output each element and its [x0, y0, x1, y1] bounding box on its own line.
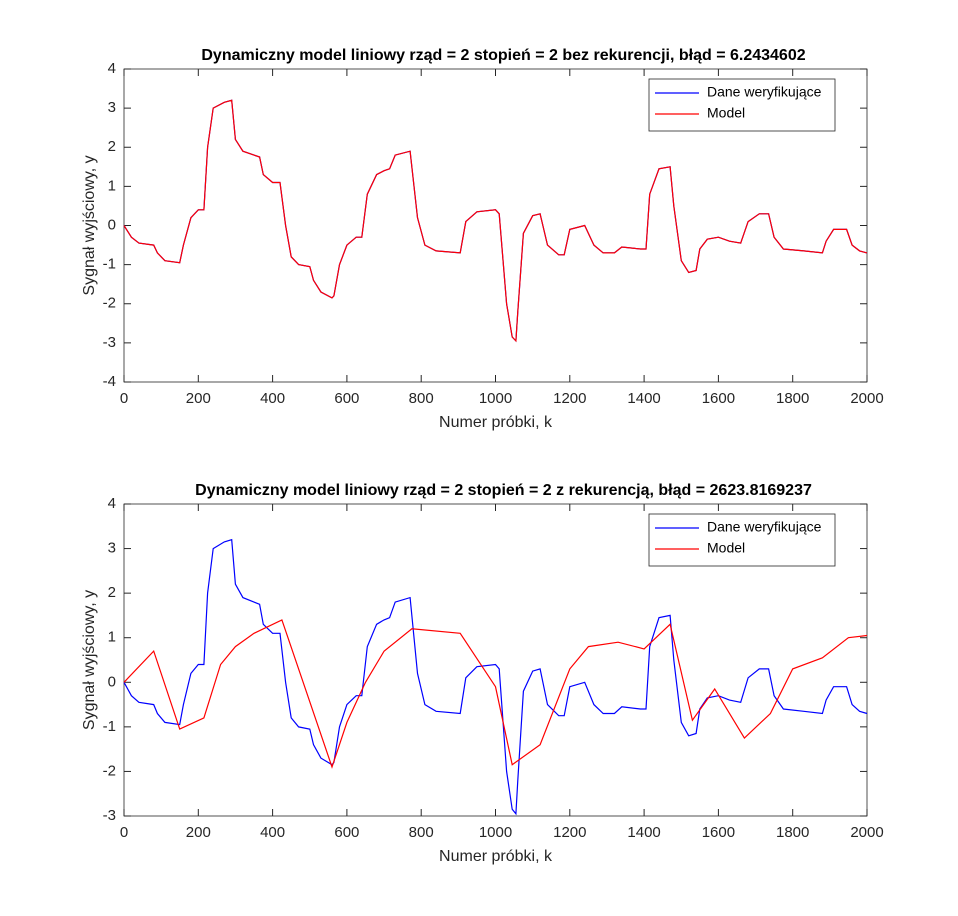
x-tick-label: 1600 — [702, 390, 735, 407]
x-tick-label: 800 — [409, 390, 434, 407]
y-tick-label: -2 — [103, 762, 116, 779]
y-tick-label: -1 — [103, 256, 116, 273]
x-tick-label: 400 — [260, 824, 285, 841]
y-tick-label: 4 — [108, 495, 116, 512]
x-tick-label: 2000 — [850, 824, 883, 841]
x-tick-label: 1800 — [776, 390, 809, 407]
x-axis-label: Numer próbki, k — [439, 848, 553, 865]
line — [123, 99, 868, 343]
chart-title: Dynamiczny model liniowy rząd = 2 stopie… — [195, 482, 812, 499]
y-tick-label: -4 — [103, 373, 116, 390]
x-tick-label: 1000 — [479, 824, 512, 841]
x-axis-label: Numer próbki, k — [439, 414, 553, 431]
y-tick-label: 1 — [108, 629, 116, 646]
y-tick-label: -3 — [103, 807, 116, 824]
x-tick-label: 800 — [409, 824, 434, 841]
x-tick-label: 200 — [186, 390, 211, 407]
y-tick-label: 0 — [108, 673, 116, 690]
x-tick-label: 400 — [260, 390, 285, 407]
legend-label: Dane weryfikujące — [707, 519, 822, 535]
legend-label: Model — [707, 540, 745, 556]
x-tick-label: 1800 — [776, 824, 809, 841]
x-tick-label: 2000 — [850, 390, 883, 407]
line — [123, 619, 868, 769]
legend — [648, 78, 836, 132]
y-tick-label: 2 — [108, 138, 116, 155]
y-tick-label: 1 — [108, 177, 116, 194]
y-tick-label: 3 — [108, 99, 116, 116]
y-tick-label: 0 — [108, 216, 116, 233]
x-tick-label: 0 — [120, 390, 128, 407]
y-axis-label: Sygnał wyjściowy, y — [81, 155, 98, 295]
x-tick-label: 600 — [334, 390, 359, 407]
x-tick-label: 1200 — [553, 390, 586, 407]
legend — [648, 513, 836, 567]
y-axis-label: Sygnał wyjściowy, y — [81, 590, 98, 730]
y-tick-label: -1 — [103, 718, 116, 735]
x-tick-label: 1400 — [627, 390, 660, 407]
y-tick-label: 3 — [108, 540, 116, 557]
x-tick-label: 1200 — [553, 824, 586, 841]
legend-label: Model — [707, 105, 745, 121]
x-tick-label: 1400 — [627, 824, 660, 841]
x-tick-label: 1600 — [702, 824, 735, 841]
x-tick-label: 200 — [186, 824, 211, 841]
chart-title: Dynamiczny model liniowy rząd = 2 stopie… — [201, 47, 805, 64]
y-tick-label: -2 — [103, 295, 116, 312]
y-tick-label: 2 — [108, 584, 116, 601]
y-tick-label: -3 — [103, 334, 116, 351]
y-tick-label: 4 — [108, 60, 116, 77]
x-tick-label: 1000 — [479, 390, 512, 407]
x-tick-label: 0 — [120, 824, 128, 841]
x-tick-label: 600 — [334, 824, 359, 841]
legend-label: Dane weryfikujące — [707, 84, 822, 100]
